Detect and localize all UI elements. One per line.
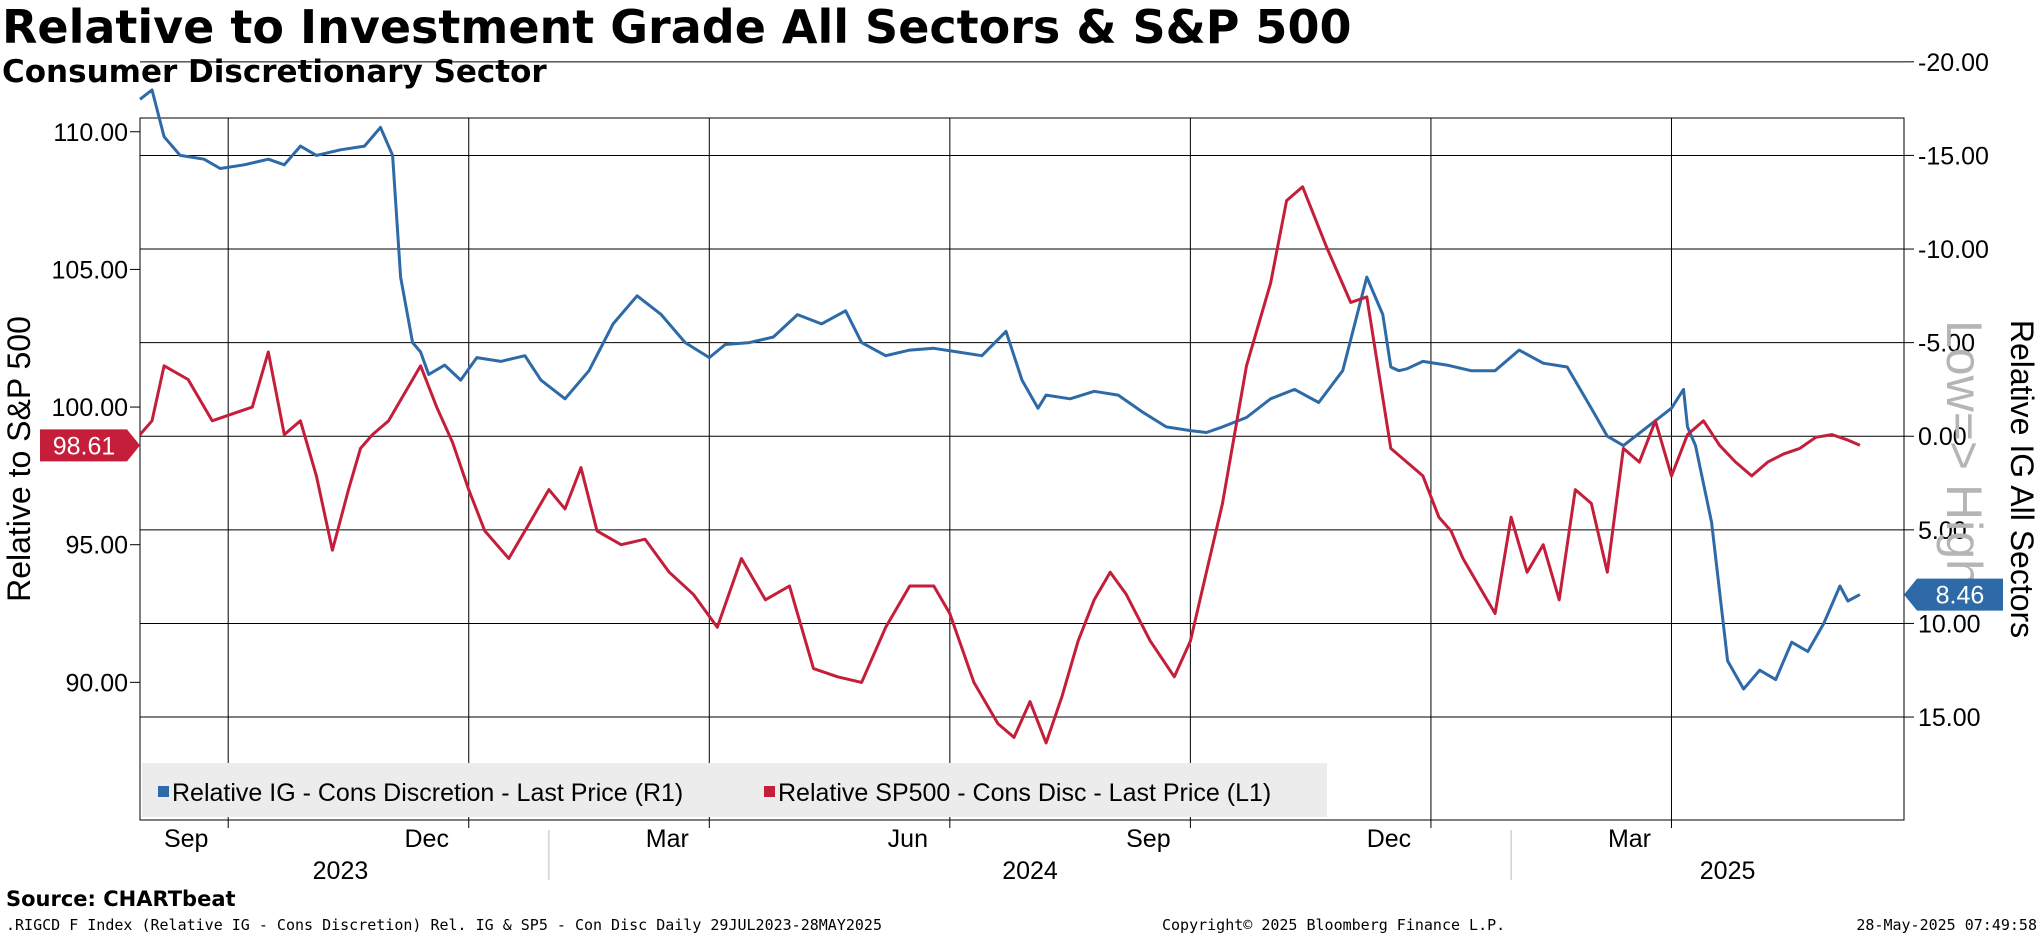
sp500-last-value-label: 98.61: [53, 432, 116, 460]
plot-frame: [139, 117, 1905, 821]
right-axis-title: Relative IG All Sectors: [2004, 320, 2040, 638]
chart-title: Relative to Investment Grade All Sectors…: [2, 0, 1352, 54]
x-axis-year-label: 2023: [313, 857, 369, 885]
right-axis-tick-label: -5.00: [1918, 330, 1975, 358]
ig-legend-swatch: [158, 786, 169, 797]
x-axis-month-label: Dec: [405, 825, 449, 853]
right-axis-tick-label: 0.00: [1918, 423, 1967, 451]
ig-legend-label: Relative IG - Cons Discretion - Last Pri…: [172, 779, 683, 807]
x-axis-year-label: 2024: [1002, 857, 1058, 885]
right-axis-tick-label: -20.00: [1918, 49, 1989, 77]
right-axis-tick-label: 10.00: [1918, 610, 1981, 638]
ig-last-value-label: 8.46: [1936, 582, 1985, 610]
left-axis-tick-label: 105.00: [52, 256, 128, 284]
right-axis-tick-label: 15.00: [1918, 704, 1981, 732]
x-axis-month-label: Mar: [1608, 825, 1651, 853]
left-axis-tick-label: 90.00: [65, 669, 128, 697]
right-axis-tick-label: 5.00: [1918, 517, 1967, 545]
x-axis-year-label: 2025: [1700, 857, 1756, 885]
ig-relative-line: [139, 88, 1861, 691]
chart-subtitle: Consumer Discretionary Sector: [2, 54, 547, 90]
sp500-last-value-tag: [40, 429, 140, 462]
sp500-relative-line: [138, 185, 1861, 745]
left-axis-tick-label: 110.00: [53, 119, 128, 147]
footer-ticker: .RIGCD F Index (Relative IG - Cons Discr…: [6, 916, 882, 934]
x-axis-month-label: Jun: [888, 825, 928, 853]
left-axis-tick-label: 100.00: [52, 394, 128, 422]
ig-last-value-tag: [1904, 578, 2003, 611]
x-axis-month-label: Sep: [1126, 825, 1170, 853]
low-high-annotation: Low=> High: [1936, 320, 1992, 587]
x-axis-month-label: Sep: [164, 825, 208, 853]
right-axis-tick-label: -15.00: [1918, 142, 1989, 170]
x-axis-month-label: Dec: [1367, 825, 1411, 853]
left-axis-title: Relative to S&P 500: [1, 316, 37, 602]
sp500-legend-label: Relative SP500 - Cons Disc - Last Price …: [778, 779, 1271, 807]
x-axis-month-label: Mar: [646, 825, 689, 853]
sp500-legend-swatch: [764, 786, 775, 797]
footer-copyright: Copyright© 2025 Bloomberg Finance L.P.: [1162, 916, 1506, 934]
legend-box: [142, 763, 1327, 817]
footer-timestamp: 28-May-2025 07:49:58: [1856, 916, 2037, 934]
left-axis-tick-label: 95.00: [65, 532, 128, 560]
right-axis-tick-label: -10.00: [1918, 236, 1989, 264]
source-label: Source: CHARTbeat: [6, 887, 236, 911]
